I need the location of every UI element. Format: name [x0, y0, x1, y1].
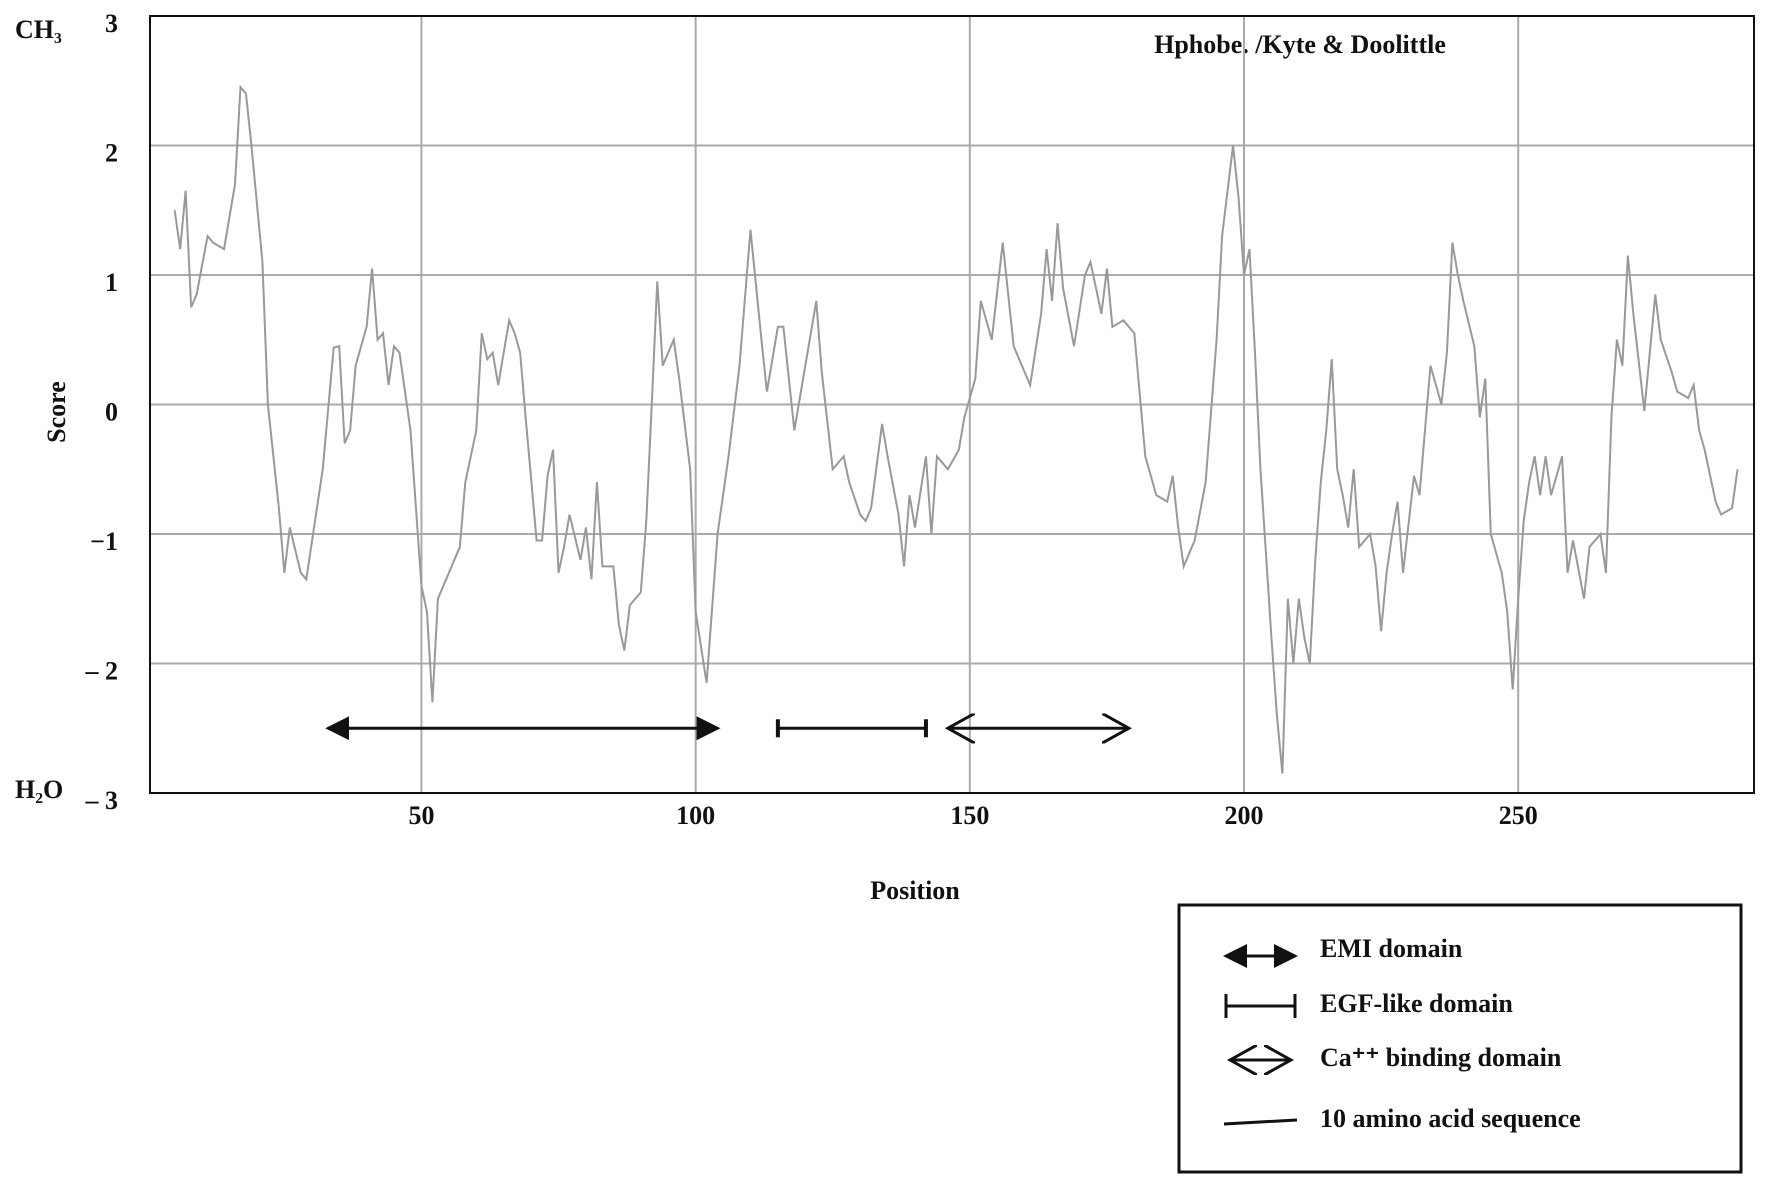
legend-text: EMI domain [1320, 934, 1463, 963]
y-tick-label: 1 [105, 268, 118, 297]
legend-text: Ca⁺⁺ binding domain [1320, 1043, 1562, 1072]
y-tick-label: – 2 [85, 656, 119, 685]
x-tick-label: 100 [676, 801, 715, 830]
legend-text: EGF-like domain [1320, 989, 1513, 1018]
y-tick-label: 2 [105, 138, 118, 167]
legend-box [1177, 903, 1743, 1174]
y-top-label: CH₃ [15, 15, 62, 44]
legend-text: 10 amino acid sequence [1320, 1104, 1581, 1133]
x-tick-label: 200 [1225, 801, 1264, 830]
chart-title: Hphobe. /Kyte & Doolittle [1154, 30, 1446, 59]
y-tick-label: 3 [105, 9, 118, 38]
y-tick-label: – 3 [85, 786, 119, 815]
y-tick-label: 0 [105, 397, 118, 426]
x-tick-label: 150 [950, 801, 989, 830]
y-tick-label: −1 [90, 527, 118, 556]
x-axis-label: Position [870, 876, 960, 905]
legend-key-seq [1223, 1118, 1298, 1126]
y-bottom-label: H₂O [15, 775, 63, 804]
x-tick-label: 50 [408, 801, 434, 830]
plot-frame [149, 15, 1755, 794]
data-line [173, 84, 1739, 774]
legend-key-egf [1224, 994, 1297, 1018]
y-axis-label: Score [42, 381, 71, 443]
x-tick-label: 250 [1499, 801, 1538, 830]
